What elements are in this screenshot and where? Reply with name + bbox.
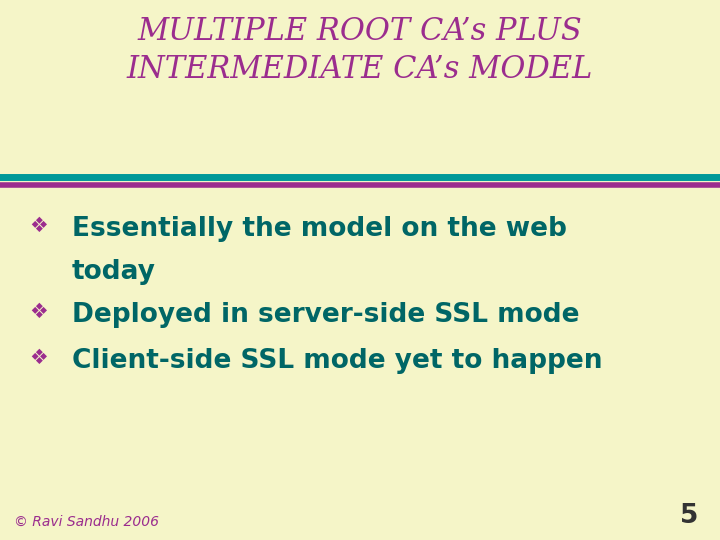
Text: Deployed in server-side SSL mode: Deployed in server-side SSL mode: [72, 302, 580, 328]
Text: today: today: [72, 259, 156, 285]
Text: Client-side SSL mode yet to happen: Client-side SSL mode yet to happen: [72, 348, 603, 374]
Text: ❖: ❖: [29, 348, 48, 368]
Text: ❖: ❖: [29, 216, 48, 236]
Text: ❖: ❖: [29, 302, 48, 322]
Text: 5: 5: [680, 503, 698, 529]
Text: MULTIPLE ROOT CA’s PLUS
INTERMEDIATE CA’s MODEL: MULTIPLE ROOT CA’s PLUS INTERMEDIATE CA’…: [127, 16, 593, 85]
Text: Essentially the model on the web: Essentially the model on the web: [72, 216, 567, 242]
Text: © Ravi Sandhu 2006: © Ravi Sandhu 2006: [14, 515, 159, 529]
